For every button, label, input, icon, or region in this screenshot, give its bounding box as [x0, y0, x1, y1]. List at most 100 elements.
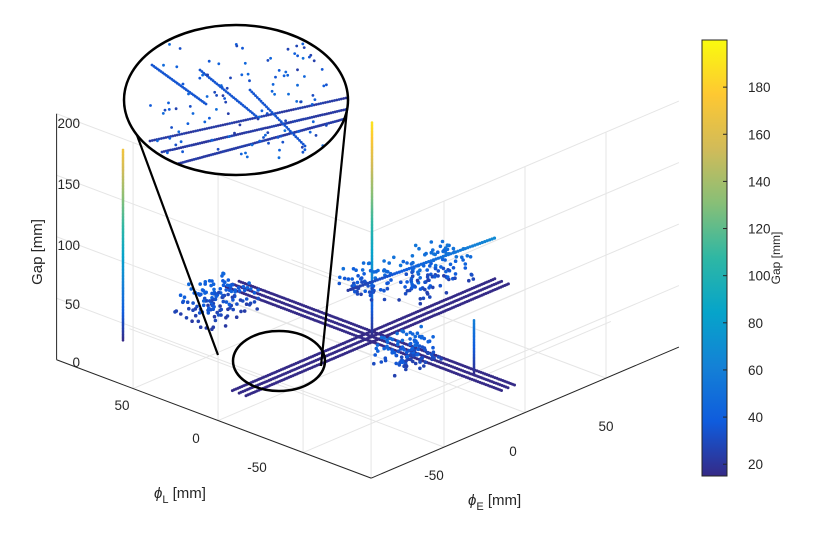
- cluster-back-point: [372, 361, 376, 366]
- inset-point: [337, 98, 341, 101]
- diagonal-streak-point: [385, 274, 389, 278]
- inset-point: [283, 110, 286, 113]
- diagonal-streak-point: [463, 247, 467, 251]
- diagonal-streak-point: [358, 284, 362, 288]
- inset-point: [308, 104, 311, 108]
- cluster-right-point: [448, 262, 453, 267]
- cluster-front-point: [213, 318, 218, 323]
- inset-point: [198, 76, 202, 80]
- diagonal-streak-point: [395, 271, 399, 275]
- diagonal-streak-point: [417, 263, 421, 267]
- inset-point: [162, 136, 166, 140]
- inset-point: [213, 80, 217, 84]
- inset-point: [166, 151, 169, 155]
- inset-point: [303, 148, 307, 152]
- grid-line: [129, 328, 445, 448]
- diagonal-streak-point: [468, 245, 472, 249]
- inset-point: [221, 136, 225, 140]
- inset-point: [278, 123, 282, 126]
- inset-point: [285, 121, 288, 125]
- inset-point: [322, 84, 326, 88]
- diagonal-streak-point: [373, 279, 377, 283]
- cluster-mid-point: [378, 288, 383, 292]
- track-e-point: [500, 279, 504, 283]
- cluster-back-point: [402, 348, 406, 352]
- inset-point: [252, 92, 256, 96]
- diagonal-streak-point: [422, 261, 426, 265]
- cluster-front-point: [221, 293, 225, 298]
- inset-point: [215, 94, 219, 97]
- cluster-front-point: [227, 283, 232, 288]
- inset-point: [221, 123, 225, 127]
- inset-point: [207, 139, 210, 143]
- cluster-front-point: [212, 287, 216, 292]
- inset-point: [310, 115, 314, 119]
- inset-point: [292, 108, 295, 111]
- inset-point: [284, 70, 288, 74]
- cluster-right-point: [425, 268, 430, 272]
- inset-point: [289, 108, 293, 112]
- cluster-right-point: [444, 269, 448, 274]
- inset-point: [254, 94, 257, 97]
- cluster-mid-point: [359, 292, 363, 297]
- inset-point: [237, 120, 241, 123]
- cluster-back-point: [429, 352, 434, 357]
- inset-point: [277, 69, 281, 72]
- grid-line: [217, 288, 527, 422]
- cluster-mid-point: [372, 270, 376, 274]
- inset-point: [254, 114, 258, 118]
- cluster-back-point: [422, 364, 426, 368]
- cluster-back-point: [413, 340, 417, 344]
- cluster-back-point: [408, 337, 412, 341]
- diagonal-streak-point: [431, 258, 436, 262]
- cluster-right-point: [415, 278, 420, 283]
- cluster-right-point: [397, 298, 401, 302]
- cluster-back-point: [425, 351, 430, 355]
- cluster-front-point: [206, 303, 210, 308]
- inset-point: [203, 120, 207, 124]
- inset-point: [325, 112, 329, 116]
- inset-point: [244, 151, 247, 155]
- inset-point: [191, 130, 195, 133]
- inset-point: [324, 124, 328, 127]
- diagonal-streak-point: [473, 243, 477, 247]
- cluster-mid-point: [376, 268, 380, 273]
- grid-line: [56, 297, 372, 418]
- inset-point: [204, 140, 208, 144]
- cluster-back-point: [386, 347, 391, 351]
- inset-point: [206, 73, 210, 77]
- x-ticks: -50 0 50: [424, 419, 613, 483]
- cluster-right-point: [451, 266, 456, 270]
- inset-point: [285, 125, 289, 129]
- diagonal-streak-point: [346, 288, 350, 292]
- inset-point: [273, 92, 276, 96]
- cluster-right-point: [418, 276, 423, 280]
- inset-point: [201, 73, 205, 77]
- cluster-front-point: [217, 290, 221, 295]
- cluster-back-point: [426, 339, 431, 344]
- inset-point: [230, 134, 234, 138]
- colorbar-ticks: 20 40 60 80 100 120 140 160 180: [723, 80, 771, 472]
- inset-point: [192, 143, 196, 147]
- cluster-back-point: [400, 360, 405, 365]
- cluster-back-point: [373, 353, 378, 357]
- inset-point: [301, 150, 305, 154]
- cluster-front-point: [226, 292, 230, 297]
- inset-point: [245, 131, 248, 134]
- cluster-back-point: [415, 352, 420, 357]
- cluster-right-point: [431, 248, 435, 252]
- inset-point: [291, 120, 295, 124]
- colorbar-tick-label: 180: [748, 80, 771, 95]
- inset-point: [265, 112, 269, 115]
- cluster-front-point: [178, 293, 183, 298]
- cluster-right-point: [433, 274, 437, 279]
- inset-point: [335, 110, 339, 113]
- inset-point: [238, 132, 242, 136]
- inset-point: [217, 62, 221, 66]
- inset-point: [188, 105, 192, 108]
- inset-point: [296, 83, 299, 87]
- diagonal-streak-point: [478, 241, 482, 245]
- inset-point: [265, 105, 268, 109]
- cluster-back-point: [400, 329, 404, 333]
- inset-point: [278, 111, 282, 114]
